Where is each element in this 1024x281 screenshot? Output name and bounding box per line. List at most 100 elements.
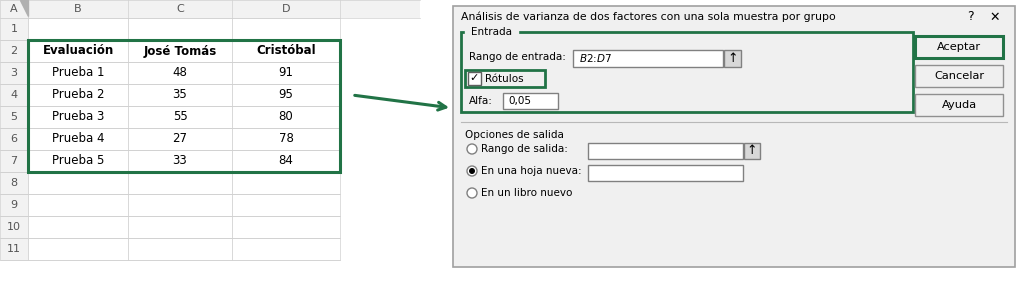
Bar [28, 18, 128, 40]
Bar [128, 84, 232, 106]
Text: Prueba 2: Prueba 2 [52, 89, 104, 101]
Bar [128, 18, 232, 40]
Bar [503, 93, 558, 109]
Circle shape [467, 188, 477, 198]
Bar [128, 194, 232, 216]
Text: Alfa:: Alfa: [469, 96, 493, 106]
Text: Prueba 5: Prueba 5 [52, 155, 104, 167]
Bar [744, 143, 760, 159]
Bar [128, 150, 232, 172]
Bar [0, 0, 420, 18]
Bar [724, 50, 741, 67]
Text: A: A [10, 4, 17, 14]
Bar [232, 18, 340, 40]
Bar [28, 106, 128, 128]
Bar [128, 62, 232, 84]
Bar [453, 6, 1015, 267]
Bar [461, 32, 913, 112]
Bar [0, 216, 28, 238]
Text: Rango de entrada:: Rango de entrada: [469, 52, 566, 62]
Bar [232, 62, 340, 84]
Bar [28, 84, 128, 106]
Bar [28, 238, 128, 260]
Text: 80: 80 [279, 110, 293, 124]
Bar [588, 165, 743, 181]
Bar [232, 84, 340, 106]
Bar [0, 0, 420, 281]
Bar [915, 36, 1002, 58]
Bar [28, 172, 128, 194]
Bar [0, 106, 28, 128]
Bar [0, 194, 28, 216]
Bar [0, 84, 28, 106]
Text: Rótulos: Rótulos [485, 74, 523, 83]
Text: D: D [282, 4, 290, 14]
Bar [28, 194, 128, 216]
Bar [573, 50, 723, 67]
Bar [232, 40, 340, 62]
Bar [0, 238, 28, 260]
Text: ✓: ✓ [470, 74, 479, 83]
Bar [128, 172, 232, 194]
Text: Análisis de varianza de dos factores con una sola muestra por grupo: Análisis de varianza de dos factores con… [461, 12, 836, 22]
Text: Opciones de salida: Opciones de salida [465, 130, 564, 140]
Bar [232, 128, 340, 150]
Text: 5: 5 [10, 112, 17, 122]
Circle shape [467, 166, 477, 176]
Text: 35: 35 [173, 89, 187, 101]
Text: 55: 55 [173, 110, 187, 124]
Text: ?: ? [967, 10, 974, 24]
Text: Cancelar: Cancelar [934, 71, 984, 81]
Text: 91: 91 [279, 67, 294, 80]
Text: En una hoja nueva:: En una hoja nueva: [481, 166, 582, 176]
Text: 11: 11 [7, 244, 22, 254]
Bar [232, 238, 340, 260]
Text: 48: 48 [173, 67, 187, 80]
Bar [232, 194, 340, 216]
Text: 27: 27 [172, 133, 187, 146]
Bar [0, 172, 28, 194]
Text: 3: 3 [10, 68, 17, 78]
Bar [915, 65, 1002, 87]
Text: Cristóbal: Cristóbal [256, 44, 315, 58]
Text: ✕: ✕ [990, 10, 1000, 24]
Bar [232, 172, 340, 194]
Bar [128, 128, 232, 150]
Bar [28, 128, 128, 150]
Circle shape [467, 144, 477, 154]
Bar [0, 18, 28, 40]
Bar [465, 70, 545, 87]
Text: ↑: ↑ [727, 52, 737, 65]
Polygon shape [20, 0, 28, 16]
Text: 95: 95 [279, 89, 294, 101]
Bar [232, 106, 340, 128]
Bar [28, 150, 128, 172]
Text: Aceptar: Aceptar [937, 42, 981, 52]
Circle shape [469, 168, 475, 174]
Bar [468, 72, 481, 85]
Bar [0, 0, 28, 18]
Bar [588, 143, 743, 159]
Bar [232, 216, 340, 238]
Text: Entrada: Entrada [471, 27, 512, 37]
Bar [28, 216, 128, 238]
Text: B: B [74, 4, 82, 14]
Text: Evaluación: Evaluación [42, 44, 114, 58]
Text: $B$2:$D$7: $B$2:$D$7 [579, 53, 612, 65]
Bar [0, 40, 28, 62]
Bar [0, 150, 28, 172]
Text: José Tomás: José Tomás [143, 44, 217, 58]
Text: Prueba 4: Prueba 4 [52, 133, 104, 146]
Bar [0, 128, 28, 150]
Text: Rango de salida:: Rango de salida: [481, 144, 568, 154]
Text: 78: 78 [279, 133, 294, 146]
Bar [128, 238, 232, 260]
Text: C: C [176, 4, 184, 14]
Text: 8: 8 [10, 178, 17, 188]
Text: 10: 10 [7, 222, 22, 232]
Text: Prueba 1: Prueba 1 [52, 67, 104, 80]
Bar [28, 62, 128, 84]
Text: 6: 6 [10, 134, 17, 144]
Bar [232, 150, 340, 172]
Text: 84: 84 [279, 155, 294, 167]
